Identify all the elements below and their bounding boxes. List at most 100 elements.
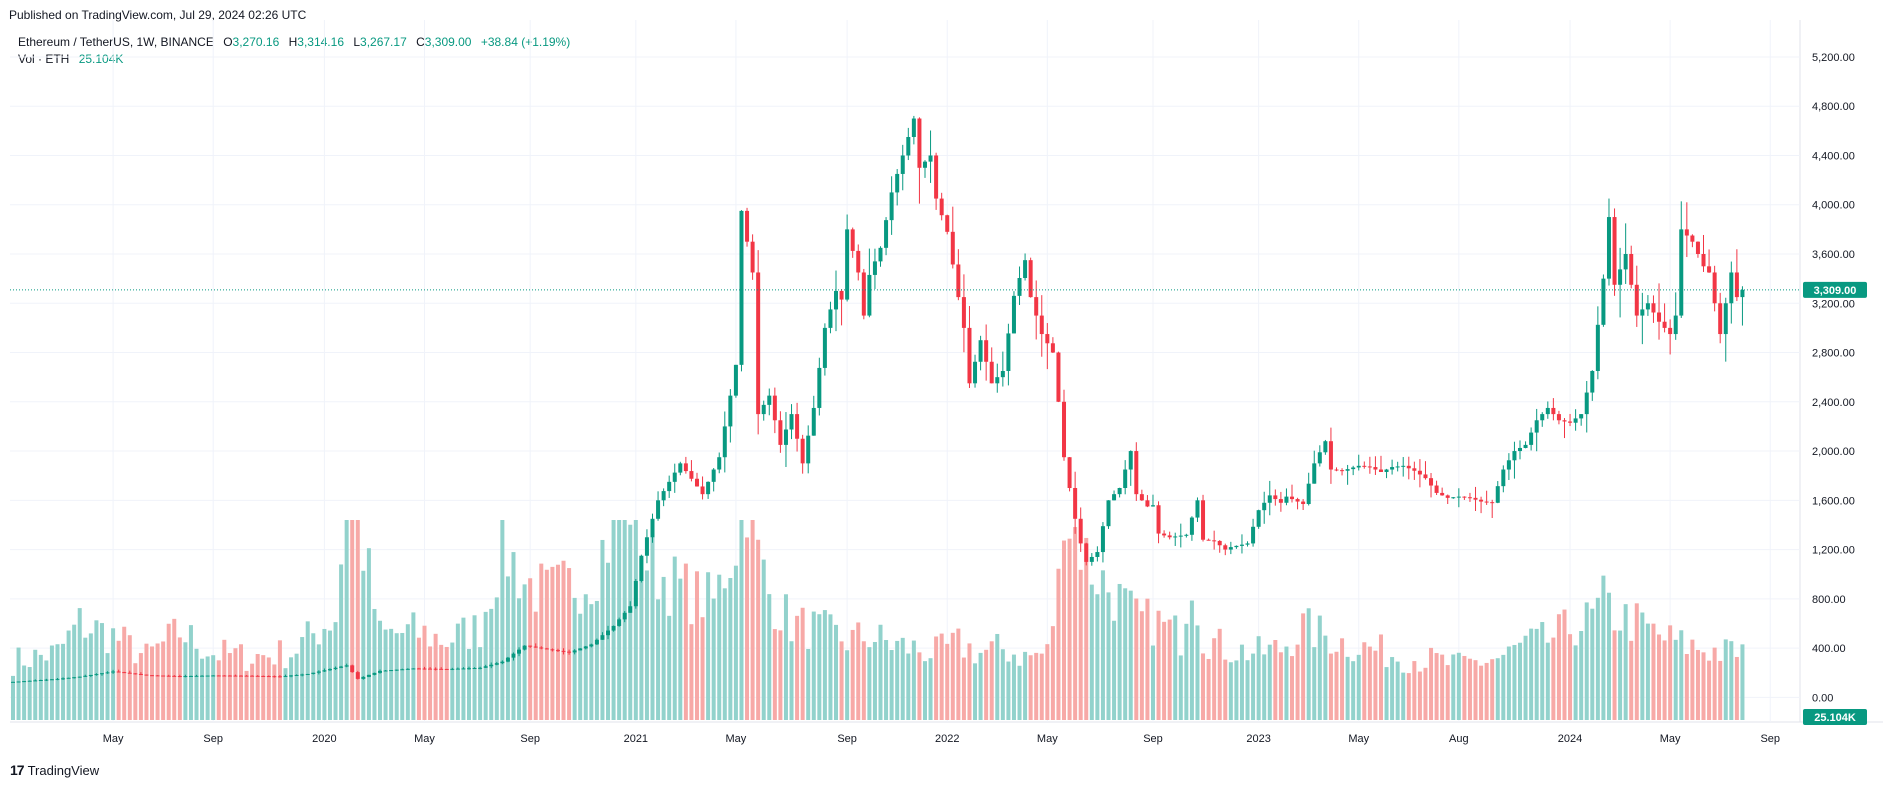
volume-bar xyxy=(867,647,872,720)
candle-body xyxy=(155,675,160,677)
volume-bar xyxy=(922,661,927,720)
volume-bar xyxy=(1128,590,1133,720)
volume-bar xyxy=(667,615,672,720)
volume-bar xyxy=(350,520,355,720)
candle-body xyxy=(1073,488,1078,519)
volume-bar xyxy=(411,612,416,720)
candle-body xyxy=(272,676,277,678)
price-tick-label: 0.00 xyxy=(1812,692,1833,704)
candle-body xyxy=(500,661,505,664)
volume-bar xyxy=(1590,608,1595,720)
volume-bar xyxy=(583,594,588,720)
candle-body xyxy=(1056,352,1061,402)
volume-bar xyxy=(466,648,471,720)
time-tick-label: May xyxy=(414,733,435,745)
volume-bar xyxy=(950,632,955,720)
volume-bar xyxy=(1595,597,1600,720)
volume-bar xyxy=(127,635,132,720)
volume-bar xyxy=(700,617,705,720)
candle-body xyxy=(172,675,177,677)
candle-body xyxy=(839,290,844,300)
candle-body xyxy=(339,666,344,668)
volume-bar xyxy=(661,576,666,720)
volume-bar xyxy=(166,623,171,720)
candle-body xyxy=(1423,474,1428,479)
volume-bar xyxy=(689,624,694,720)
volume-bar xyxy=(800,607,805,720)
volume-bar xyxy=(1440,654,1445,720)
volume-bar xyxy=(989,641,994,720)
candle-body xyxy=(1401,465,1406,467)
volume-bar xyxy=(817,614,822,720)
volume-bar xyxy=(183,642,188,720)
tradingview-logo-mark: 17 xyxy=(10,762,25,778)
volume-bar xyxy=(1445,665,1450,720)
candle-body xyxy=(44,679,49,681)
candle-body xyxy=(594,639,599,645)
candle-body xyxy=(1695,241,1700,254)
candle-body xyxy=(1562,420,1567,422)
volume-bar xyxy=(978,652,983,720)
volume-bar xyxy=(1245,660,1250,720)
volume-bar xyxy=(22,665,27,720)
volume-bar xyxy=(494,597,499,720)
volume-bar xyxy=(806,648,811,720)
volume-bar xyxy=(711,598,716,720)
volume-bar xyxy=(1351,661,1356,720)
volume-bar xyxy=(861,641,866,720)
volume-bar xyxy=(272,664,277,720)
candle-body xyxy=(22,681,27,683)
candle-body xyxy=(1340,470,1345,472)
volume-bar xyxy=(1039,653,1044,720)
candle-body xyxy=(433,668,438,670)
time-tick-label: 2024 xyxy=(1558,733,1582,745)
candle-body xyxy=(55,678,60,680)
candle-body xyxy=(878,247,883,262)
candle-body xyxy=(1312,463,1317,484)
high-value: 3,314.16 xyxy=(297,35,344,49)
candle-body xyxy=(1356,465,1361,468)
candle-body xyxy=(1328,441,1333,470)
tradingview-logo[interactable]: 17 TradingView xyxy=(10,762,99,778)
volume-bar xyxy=(984,649,989,720)
volume-bar xyxy=(1089,584,1094,720)
time-tick-label: Sep xyxy=(1143,733,1163,745)
candle-body xyxy=(961,297,966,328)
candle-body xyxy=(1540,414,1545,421)
time-tick-label: May xyxy=(103,733,124,745)
volume-bar xyxy=(72,624,77,720)
candle-body xyxy=(1028,260,1033,298)
candle-body xyxy=(1362,465,1367,467)
volume-bar xyxy=(1295,644,1300,720)
volume-bar xyxy=(1523,635,1528,720)
candle-body xyxy=(606,630,611,636)
candle-body xyxy=(1206,539,1211,541)
candle-body xyxy=(1128,451,1133,470)
volume-bar xyxy=(644,570,649,720)
candle-body xyxy=(1601,278,1606,325)
candle-body xyxy=(539,647,544,649)
candle-body xyxy=(922,161,927,168)
volume-bar xyxy=(1340,638,1345,720)
volume-bar xyxy=(822,610,827,720)
candle-body xyxy=(1490,502,1495,504)
candle-body xyxy=(372,672,377,675)
volume-bar xyxy=(1017,665,1022,720)
volume-bar xyxy=(1223,659,1228,720)
volume-bar xyxy=(706,572,711,720)
candle-body xyxy=(906,137,911,156)
candle-body xyxy=(639,555,644,581)
volume-bar xyxy=(550,566,555,720)
candle-body xyxy=(1390,467,1395,470)
volume-bar xyxy=(956,628,961,720)
candle-body xyxy=(1295,499,1300,502)
volume-bar xyxy=(511,552,516,720)
candle-body xyxy=(1345,469,1350,471)
candle-body xyxy=(783,429,788,445)
price-tick-label: 3,200.00 xyxy=(1812,298,1855,310)
volume-bar xyxy=(889,650,894,720)
candle-body xyxy=(745,210,750,242)
volume-bar xyxy=(628,524,633,720)
volume-bar xyxy=(1134,598,1139,720)
